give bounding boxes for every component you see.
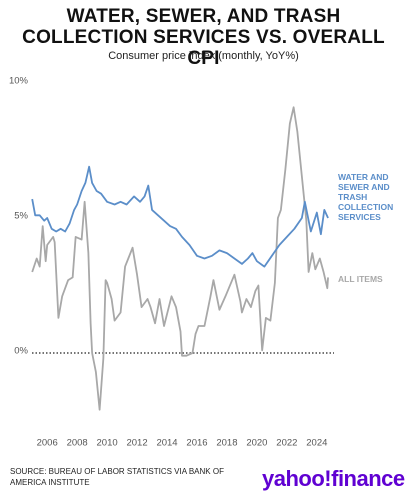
y-tick-label: 10% (9, 76, 29, 87)
series-label: ALL ITEMS (338, 274, 383, 284)
y-tick-label: 5% (14, 211, 28, 222)
series-line (31, 165, 329, 268)
x-tick-label: 2016 (186, 438, 207, 449)
source-note: SOURCE: BUREAU OF LABOR STATISTICS VIA B… (10, 467, 224, 487)
chart-title: WATER, SEWER, AND TRASH COLLECTION SERVI… (22, 6, 385, 69)
x-tick-label: 2012 (126, 438, 147, 449)
x-tick-label: 2014 (156, 438, 177, 449)
x-tick-label: 2024 (306, 438, 327, 449)
y-tick-label: 0% (14, 346, 28, 357)
series-label: WATER AND SEWER AND TRASH COLLECTION SER… (338, 172, 394, 222)
logo: yahoo!finance (262, 466, 405, 491)
x-tick-label: 2020 (246, 438, 267, 449)
chart-subtitle: Consumer price index (monthly, YoY%) (108, 50, 299, 62)
x-tick-label: 2006 (37, 438, 58, 449)
x-tick-label: 2008 (67, 438, 88, 449)
x-tick-label: 2022 (276, 438, 297, 449)
x-tick-label: 2018 (216, 438, 237, 449)
series-line (31, 106, 329, 411)
x-tick-label: 2010 (97, 438, 118, 449)
